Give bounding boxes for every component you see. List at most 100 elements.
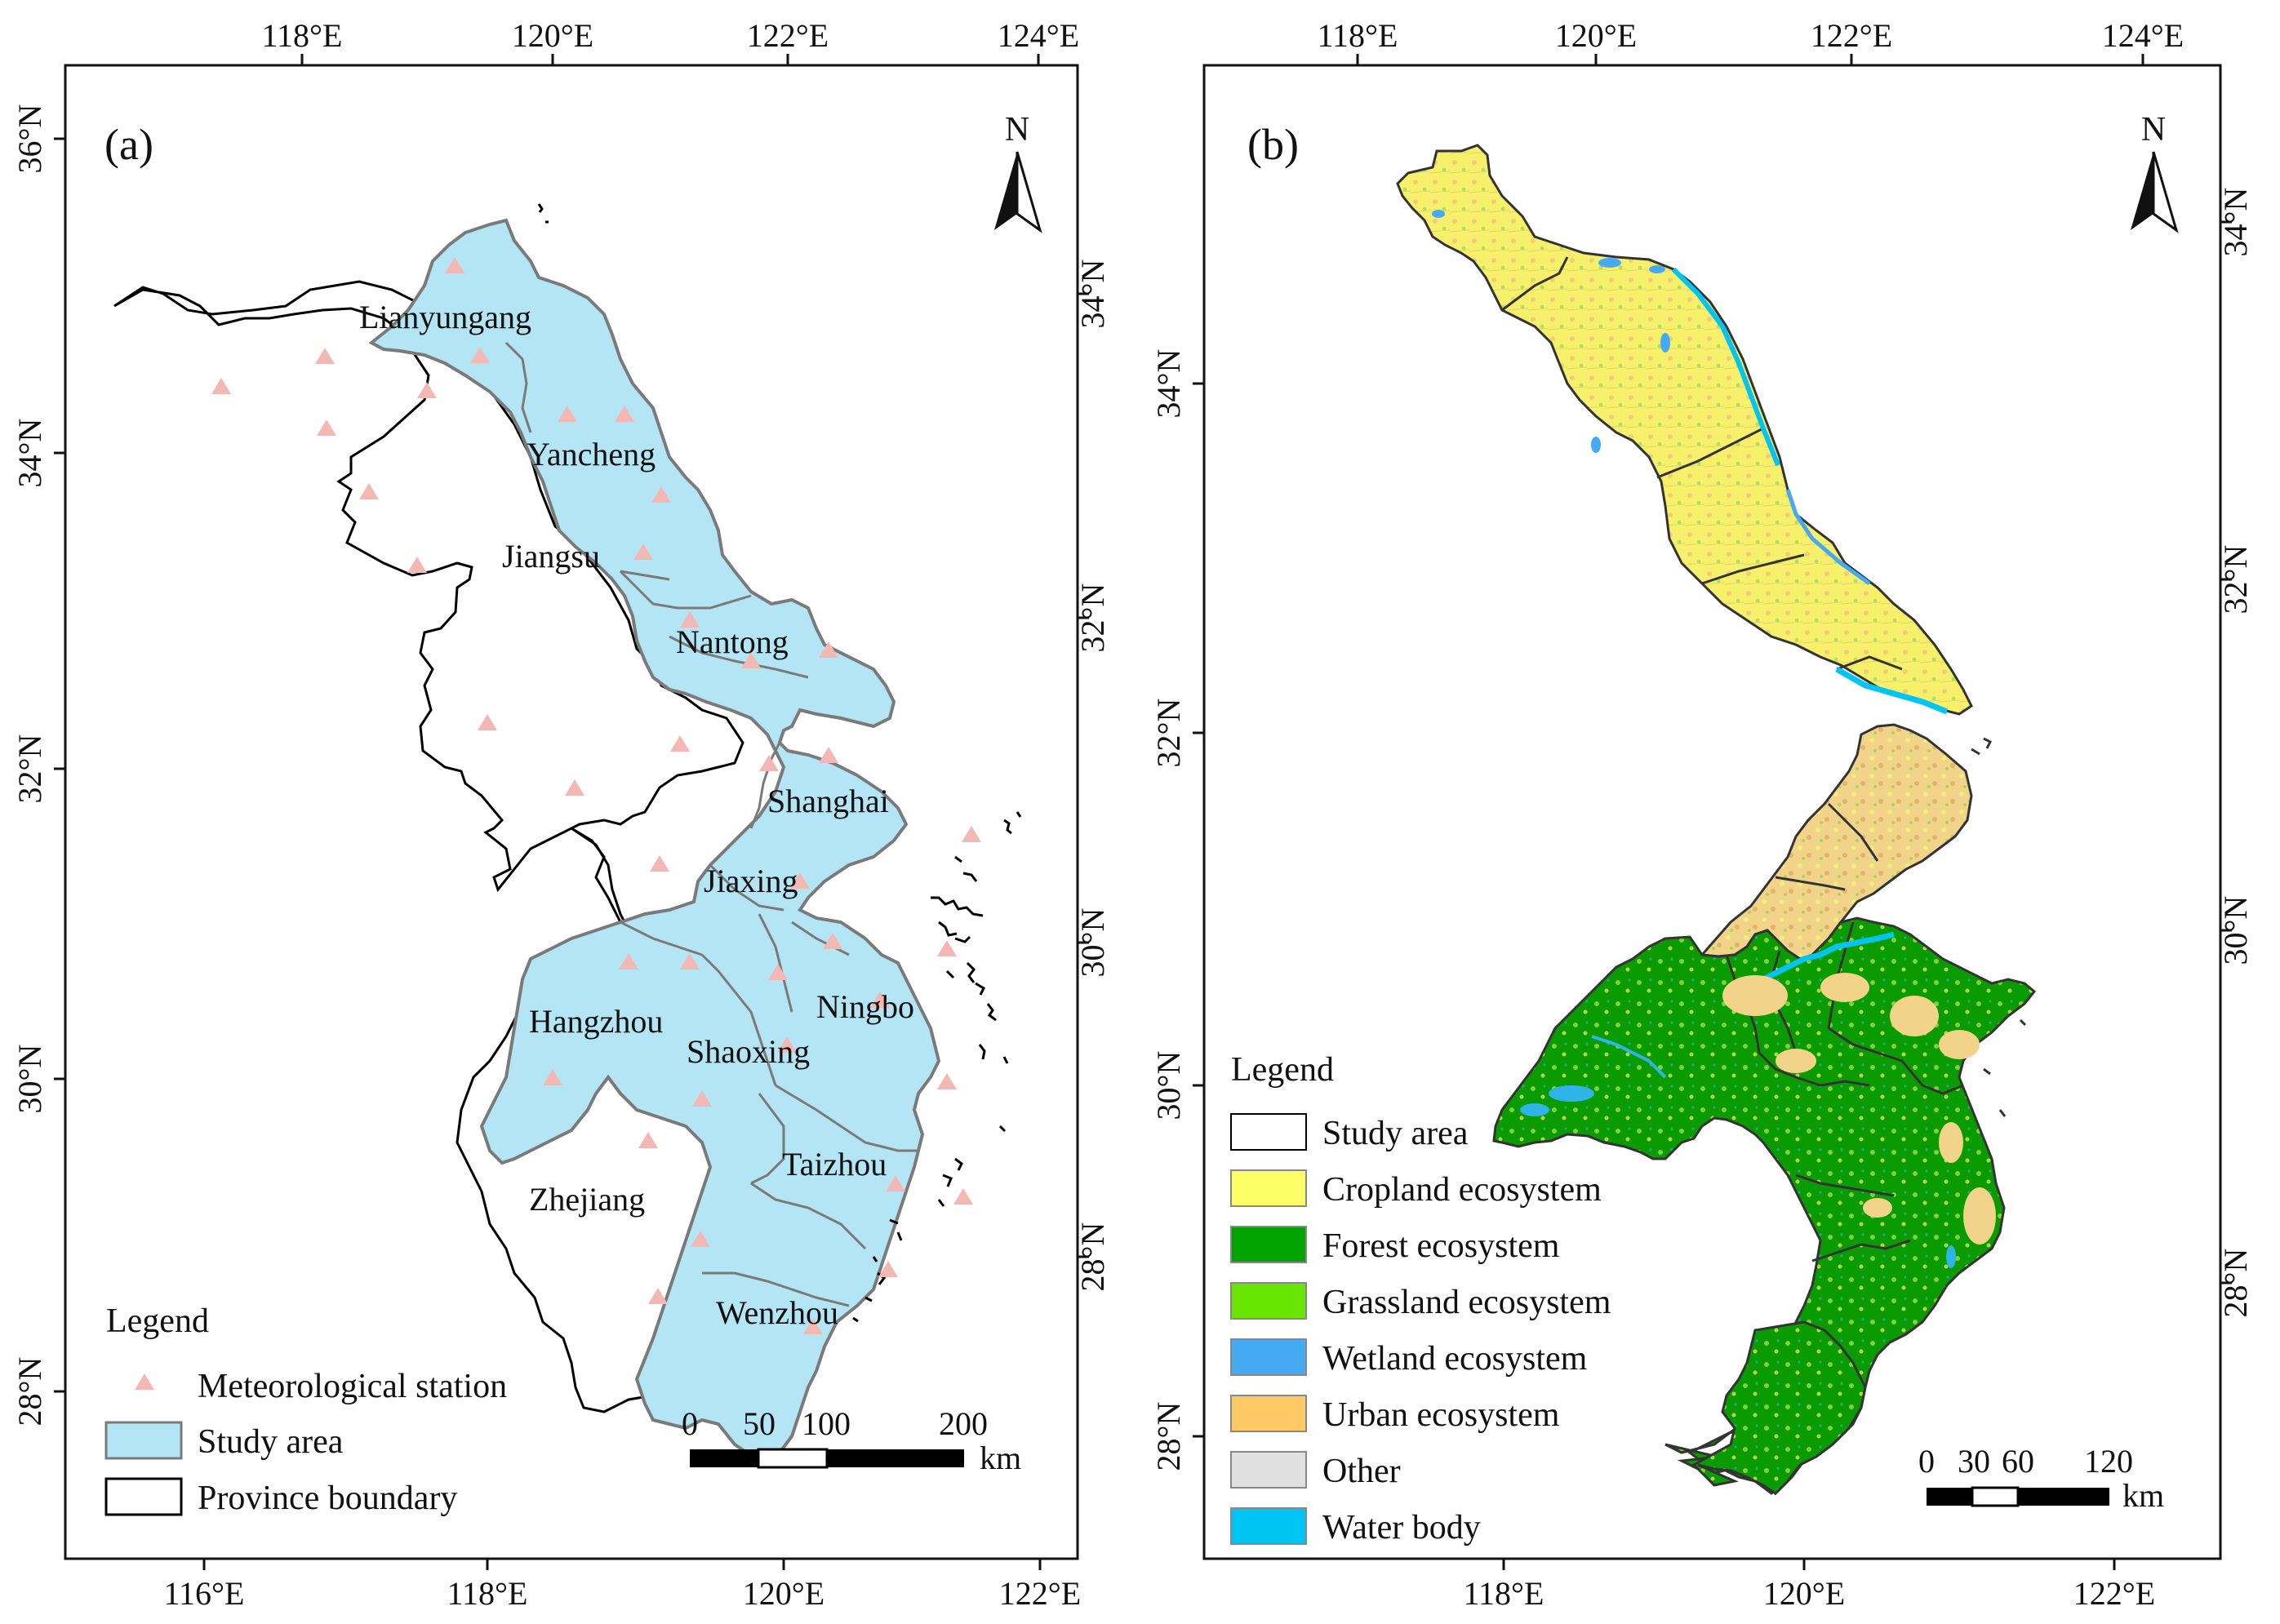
panel-b-right-tick: 32°N	[2217, 545, 2254, 615]
legend-b-swatch	[1230, 1507, 1307, 1545]
scale-bar-b: 0 30 60 120 km	[1918, 1443, 2164, 1514]
station-marker	[543, 1069, 562, 1085]
scale-b-label: 0	[1918, 1443, 1935, 1480]
city-label-nantong: Nantong	[676, 623, 789, 660]
panel-a-left-tick: 36°N	[11, 104, 48, 174]
north-label: N	[1005, 111, 1029, 149]
panel-a-bottom-tick: 118°E	[447, 1575, 528, 1612]
station-marker	[638, 1132, 658, 1148]
panel-b-label: (b)	[1247, 120, 1299, 169]
legend-b-item: Grassland ecosystem	[1322, 1284, 1611, 1321]
station-marker	[680, 611, 700, 628]
city-label-yancheng: Yancheng	[527, 436, 656, 473]
panel-a: (a) 118°E 120°E 122°E 124°E 116°E 118°E …	[11, 17, 1111, 1612]
legend-b-swatch	[1230, 1395, 1307, 1432]
panel-a-top-tick: 122°E	[747, 17, 829, 54]
city-label-wenzhou: Wenzhou	[716, 1294, 838, 1331]
station-marker	[803, 1318, 823, 1334]
station-marker	[211, 378, 231, 394]
north-arrow-a: N	[994, 111, 1042, 233]
station-marker	[823, 933, 842, 949]
meteorological-stations	[211, 257, 981, 1334]
station-marker	[417, 382, 437, 398]
station-marker	[619, 953, 638, 970]
panel-a-left-tick: 30°N	[11, 1045, 48, 1114]
panel-b-left-tick: 34°N	[1150, 349, 1187, 419]
scale-a-label: 100	[802, 1405, 851, 1442]
panel-b-bottom-tick: 118°E	[1464, 1575, 1544, 1612]
city-label-jiaxing: Jiaxing	[704, 863, 798, 899]
panel-a-bottom-tick: 122°E	[999, 1575, 1081, 1612]
water-body-river-south	[1591, 1035, 1667, 1079]
station-marker	[768, 964, 788, 980]
province-label-zhejiang: Zhejiang	[529, 1181, 645, 1218]
station-marker	[692, 1090, 712, 1107]
scale-bar-a: 0 50 100 200 km	[682, 1405, 1021, 1476]
scale-b-label: 30	[1958, 1443, 1990, 1480]
panel-b-top-tick: 122°E	[1811, 17, 1892, 54]
station-marker	[878, 1261, 898, 1277]
station-marker	[680, 953, 700, 970]
station-marker	[670, 735, 690, 752]
station-marker	[953, 1188, 973, 1205]
legend-a-item: Study area	[198, 1423, 344, 1461]
station-marker	[790, 872, 810, 889]
panel-b-bottom-tick: 122°E	[2073, 1575, 2155, 1612]
station-marker	[615, 406, 634, 422]
water-body-river-qiantang	[1762, 931, 1895, 983]
legend-b-swatch	[1230, 1113, 1307, 1151]
legend-a-item: Meteorological station	[198, 1368, 507, 1405]
city-label-shanghai: Shanghai	[767, 783, 889, 819]
panel-b-frame	[1202, 64, 2222, 1560]
water-body-lakes	[1520, 1085, 1956, 1268]
legend-b-item: Forest ecosystem	[1322, 1227, 1560, 1265]
station-marker	[478, 714, 497, 730]
panel-b-left-tick: 30°N	[1150, 1051, 1187, 1120]
panel-b-left-tick: 32°N	[1150, 699, 1187, 768]
panel-b-left-ticks	[1193, 382, 1204, 1438]
station-marker	[819, 641, 838, 658]
panel-a-top-tick: 124°E	[998, 17, 1079, 54]
station-marker	[759, 755, 779, 771]
water-body-coast-north	[1671, 267, 1780, 467]
legend-b-swatch	[1230, 1451, 1307, 1489]
station-marker	[691, 1231, 710, 1247]
station-marker	[633, 544, 653, 560]
panel-a-left-tick: 32°N	[11, 734, 48, 804]
panel-a-top-ticks	[300, 54, 1040, 65]
wetland-patches-north	[1432, 210, 1670, 453]
legend-b-item: Wetland ecosystem	[1322, 1340, 1588, 1378]
station-marker	[777, 1036, 797, 1053]
scale-b-label: 120	[2084, 1443, 2133, 1480]
station-marker	[886, 1175, 905, 1191]
panel-a-right-tick: 32°N	[1074, 583, 1111, 653]
wetland-coast-north	[1785, 489, 1871, 586]
station-marker	[315, 348, 335, 364]
panel-a-top-tick: 118°E	[262, 17, 343, 54]
station-marker	[870, 992, 890, 1008]
station-marker	[937, 940, 957, 956]
panel-a-left-tick: 28°N	[11, 1357, 48, 1427]
scale-a-unit: km	[980, 1440, 1021, 1476]
urban-patches-south	[1722, 973, 1996, 1245]
ecosystem-forest-south-lobe	[1691, 1320, 1867, 1495]
water-body-river-north	[1835, 666, 1949, 715]
legend-b-swatch	[1230, 1226, 1307, 1263]
legend-station-symbol	[135, 1373, 154, 1390]
scale-a-label: 200	[939, 1405, 988, 1442]
panel-b-bottom-tick: 120°E	[1763, 1575, 1845, 1612]
study-area-shape	[368, 218, 941, 1463]
panel-a-right-tick: 34°N	[1074, 260, 1111, 329]
panel-a-right-tick: 28°N	[1074, 1222, 1111, 1292]
station-marker	[937, 1073, 957, 1089]
panel-b-right-tick: 28°N	[2217, 1249, 2254, 1318]
legend-b-item: Study area	[1322, 1115, 1469, 1152]
panel-b-right-ticks	[2220, 220, 2232, 1285]
panel-a-right-ticks	[1078, 292, 1089, 1258]
panel-b-city-boundaries-mid	[1775, 802, 1879, 891]
panel-a-top-tick: 120°E	[512, 17, 593, 54]
panel-a-left-tick: 34°N	[11, 419, 48, 488]
station-marker	[317, 419, 336, 436]
station-marker	[741, 652, 761, 668]
north-arrow-b: N	[2131, 111, 2179, 233]
